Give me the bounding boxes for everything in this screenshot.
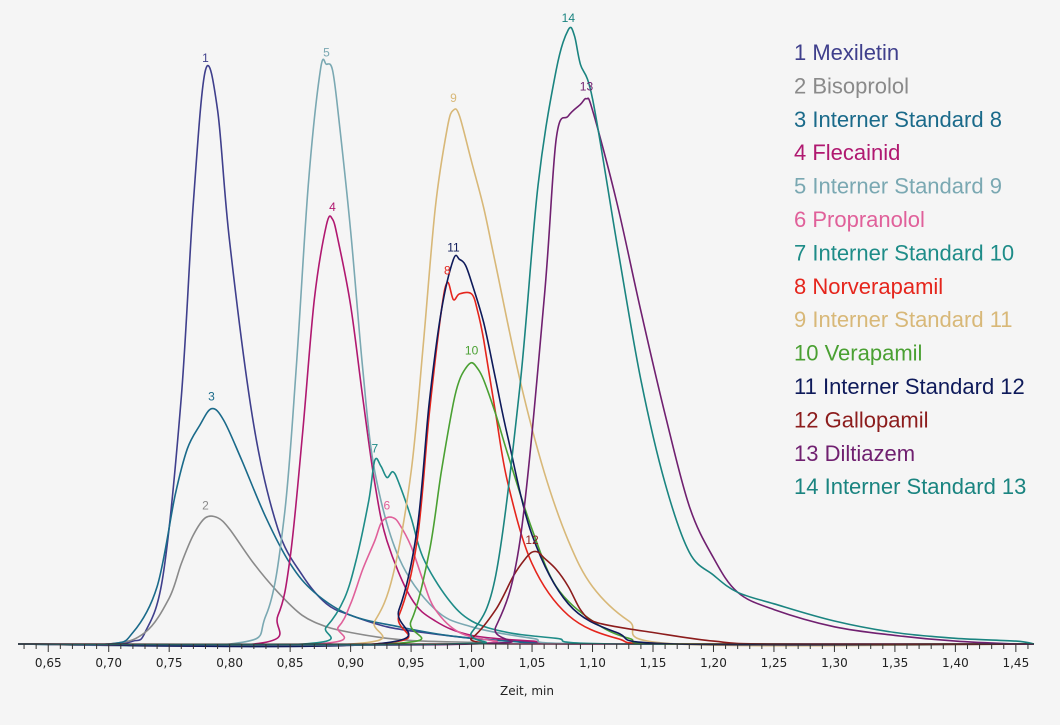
legend-number: 8 bbox=[794, 274, 812, 299]
x-tick-label: 1,35 bbox=[882, 656, 909, 670]
legend-entry-9: 9 Interner Standard 11 bbox=[794, 307, 1013, 332]
series-line-12 bbox=[17, 550, 1035, 646]
peak-label-11: 11 bbox=[447, 240, 460, 254]
x-tick-label: 1,40 bbox=[942, 656, 969, 670]
series-line-7 bbox=[17, 457, 1035, 647]
legend-entry-10: 10 Verapamil bbox=[794, 341, 922, 366]
legend-name: Interner Standard 9 bbox=[812, 174, 1002, 199]
peak-label-4: 4 bbox=[329, 200, 336, 214]
legend-number: 2 bbox=[794, 73, 812, 98]
legend-entry-11: 11 Interner Standard 12 bbox=[794, 374, 1025, 399]
series-line-11 bbox=[17, 254, 1035, 648]
x-axis: 0,65 0,70 0,75 0,80 0,85 0,90 0,95 1,00 1,05 1,10… bbox=[18, 643, 1034, 698]
legend-name: Bisoprolol bbox=[812, 73, 909, 98]
legend-entry-3: 3 Interner Standard 8 bbox=[794, 107, 1002, 132]
x-tick-label: 1,45 bbox=[1002, 656, 1029, 670]
x-tick-label: 0,65 bbox=[35, 656, 62, 670]
legend-name: Interner Standard 12 bbox=[823, 374, 1025, 399]
legend-name: Interner Standard 13 bbox=[825, 474, 1027, 499]
legend-name: Gallopamil bbox=[825, 407, 929, 432]
legend-entry-5: 5 Interner Standard 9 bbox=[794, 174, 1002, 199]
legend-number: 1 bbox=[794, 40, 812, 65]
x-tick-label: 0,70 bbox=[95, 656, 122, 670]
x-tick-label: 1,05 bbox=[519, 656, 546, 670]
x-ticks: 0,65 0,70 0,75 0,80 0,85 0,90 0,95 1,00 1,05 1,10… bbox=[23, 644, 1029, 670]
legend-name: Flecainid bbox=[812, 140, 900, 165]
legend-entry-8: 8 Norverapamil bbox=[794, 274, 943, 299]
series-line-14 bbox=[17, 26, 1035, 646]
series-line-9 bbox=[17, 108, 1035, 647]
x-tick-label: 1,25 bbox=[761, 656, 788, 670]
peak-label-10: 10 bbox=[465, 344, 479, 358]
x-tick-label: 1,20 bbox=[700, 656, 727, 670]
peak-label-12: 12 bbox=[525, 533, 539, 547]
legend-name: Norverapamil bbox=[812, 274, 943, 299]
legend-entry-6: 6 Propranolol bbox=[794, 207, 925, 232]
legend-name: Propranolol bbox=[812, 207, 925, 232]
legend-number: 5 bbox=[794, 174, 812, 199]
x-tick-label: 1,30 bbox=[821, 656, 848, 670]
legend-entry-7: 7 Interner Standard 10 bbox=[794, 240, 1014, 265]
legend-entry-2: 2 Bisoprolol bbox=[794, 73, 909, 98]
peak-label-2: 2 bbox=[202, 499, 209, 513]
peak-label-3: 3 bbox=[208, 390, 215, 404]
peak-label-8: 8 bbox=[444, 263, 451, 277]
legend-number: 11 bbox=[794, 374, 823, 399]
series-line-3 bbox=[17, 407, 1035, 646]
x-axis-title: Zeit, min bbox=[500, 684, 554, 698]
legend-name: Diltiazem bbox=[825, 441, 915, 466]
legend-number: 3 bbox=[794, 107, 812, 132]
peak-label-6: 6 bbox=[384, 499, 391, 513]
legend-name: Verapamil bbox=[825, 341, 923, 366]
legend-number: 4 bbox=[794, 140, 812, 165]
x-tick-label: 1,00 bbox=[458, 656, 485, 670]
peak-label-1: 1 bbox=[202, 51, 209, 65]
x-tick-label: 0,75 bbox=[156, 656, 183, 670]
legend-number: 14 bbox=[794, 474, 825, 499]
legend-entry-14: 14 Interner Standard 13 bbox=[794, 474, 1026, 499]
legend-number: 7 bbox=[794, 240, 812, 265]
legend-number: 13 bbox=[794, 441, 825, 466]
x-tick-label: 0,90 bbox=[337, 656, 364, 670]
peak-label-7: 7 bbox=[371, 441, 378, 455]
legend-entry-4: 4 Flecainid bbox=[794, 140, 900, 165]
legend-number: 10 bbox=[794, 341, 825, 366]
legend-name: Interner Standard 10 bbox=[812, 240, 1014, 265]
legend-entry-13: 13 Diltiazem bbox=[794, 441, 915, 466]
legend-entry-12: 12 Gallopamil bbox=[794, 407, 929, 432]
legend-entry-1: 1 Mexiletin bbox=[794, 40, 899, 65]
legend-name: Interner Standard 11 bbox=[812, 307, 1012, 332]
legend-name: Interner Standard 8 bbox=[812, 107, 1002, 132]
peak-label-13: 13 bbox=[580, 80, 594, 94]
legend-number: 9 bbox=[794, 307, 812, 332]
legend-name: Mexiletin bbox=[812, 40, 899, 65]
series-line-4 bbox=[17, 215, 1035, 647]
x-tick-label: 1,15 bbox=[640, 656, 667, 670]
legend-number: 12 bbox=[794, 407, 825, 432]
peak-label-9: 9 bbox=[450, 91, 457, 105]
x-tick-label: 0,80 bbox=[216, 656, 243, 670]
series-line-5 bbox=[17, 58, 1035, 647]
x-tick-label: 1,10 bbox=[579, 656, 606, 670]
legend-number: 6 bbox=[794, 207, 812, 232]
x-tick-label: 0,95 bbox=[398, 656, 425, 670]
peak-label-14: 14 bbox=[562, 11, 576, 25]
peak-label-5: 5 bbox=[323, 45, 330, 59]
x-tick-label: 0,85 bbox=[277, 656, 304, 670]
chromatogram-curves bbox=[17, 26, 1035, 648]
series-line-8 bbox=[17, 281, 1035, 647]
